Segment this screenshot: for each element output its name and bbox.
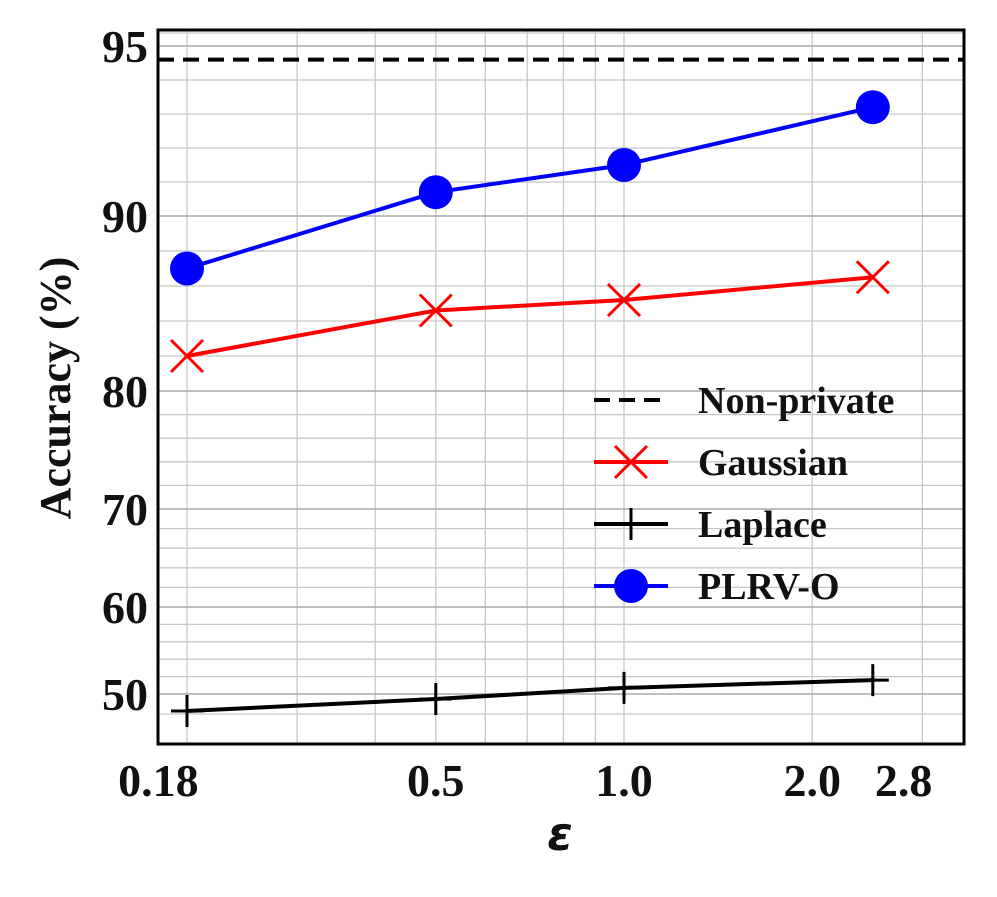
y-tick-label: 80 — [102, 366, 148, 417]
series-layer — [158, 57, 964, 727]
series-line-plrv-o — [186, 105, 874, 271]
data-point-plrv-o — [607, 148, 641, 182]
legend-marker-plrv-o — [614, 569, 648, 603]
y-tick-label: 95 — [102, 21, 148, 72]
plot-frame — [156, 28, 966, 746]
legend-label-gaussian: Gaussian — [698, 442, 848, 484]
x-tick-label: 1.0 — [595, 755, 653, 806]
y-tick-label: 60 — [102, 582, 148, 633]
y-tick-label: 90 — [102, 191, 148, 242]
x-tick-label: 0.5 — [407, 755, 465, 806]
data-point-plrv-o — [855, 90, 890, 125]
y-tick-label: 50 — [102, 669, 148, 720]
data-point-gaussian — [418, 293, 453, 328]
series-line-laplace — [186, 678, 873, 713]
y-tick-labels: 50 60 70 80 90 95 — [102, 21, 148, 720]
legend-label-plrv-o: PLRV-O — [698, 566, 840, 608]
y-tick-label: 70 — [102, 484, 148, 535]
data-point-laplace — [171, 695, 203, 727]
legend-marker-laplace — [615, 508, 647, 540]
legend-label-laplace: Laplace — [698, 504, 827, 546]
data-point-laplace — [608, 671, 640, 704]
data-point-plrv-o — [170, 251, 204, 286]
x-axis-label: ε — [547, 807, 573, 861]
legend-label-non-private: Non-private — [698, 380, 894, 422]
data-point-plrv-o — [418, 175, 453, 210]
x-tick-labels: 0.18 0.5 1.0 2.0 2.8 — [118, 755, 932, 806]
data-point-gaussian — [606, 282, 642, 318]
grid — [158, 30, 964, 744]
data-point-gaussian — [855, 260, 890, 295]
legend-marker-gaussian — [613, 444, 649, 480]
x-tick-label: 2.8 — [875, 755, 933, 806]
x-tick-label: 2.0 — [783, 755, 841, 806]
y-axis-label: Accuracy (%) — [31, 257, 80, 520]
x-tick-label: 0.18 — [118, 755, 199, 806]
series-line-gaussian — [186, 275, 873, 358]
data-point-laplace — [856, 664, 889, 697]
data-point-gaussian — [169, 338, 205, 374]
data-point-laplace — [419, 683, 452, 715]
legend: Non-private Gaussian Laplace PLRV-O — [594, 380, 894, 608]
